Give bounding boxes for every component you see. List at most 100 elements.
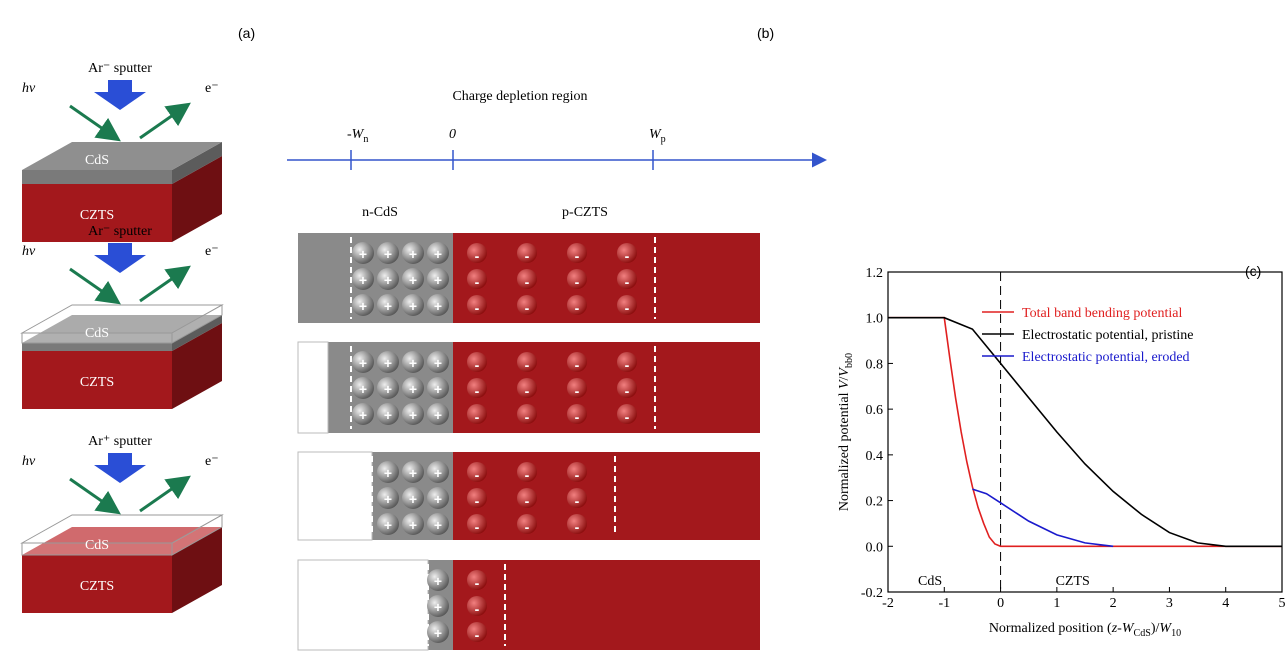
ion-sign: -: [625, 300, 630, 316]
positive-ion: [352, 377, 374, 399]
negative-ion: [617, 295, 637, 315]
annotation: CZTS: [1056, 574, 1090, 589]
czts-side: [172, 323, 222, 409]
positive-ion: [427, 403, 449, 425]
ion-sign: -: [525, 248, 530, 264]
electron-label: e⁻: [205, 454, 219, 469]
negative-ion: [517, 514, 537, 534]
electron-label: e⁻: [205, 81, 219, 96]
emitted-arrow: [139, 475, 191, 513]
x-tick-label: 1: [1053, 596, 1060, 611]
eroded-region: [297, 341, 329, 434]
positive-ion: [427, 377, 449, 399]
positive-ion: [352, 268, 374, 290]
sputter-arrow: [94, 453, 146, 483]
ion-sign: -: [475, 357, 480, 373]
negative-ion: [567, 378, 587, 398]
y-axis-label-part: V: [837, 367, 852, 377]
y-tick-label: 0.4: [866, 449, 884, 464]
negative-ion: [517, 269, 537, 289]
czts-side: [172, 156, 222, 242]
negative-ion: [467, 404, 487, 424]
layer-label: CZTS: [80, 375, 114, 390]
positive-ion: [352, 242, 374, 264]
ion-sign: -: [575, 409, 580, 425]
ion-sign: +: [409, 298, 417, 314]
ion-sign: +: [409, 355, 417, 371]
axis-tick-label: 0: [449, 127, 456, 142]
x-axis-label-part: W: [1159, 621, 1172, 636]
ion-sign: -: [575, 248, 580, 264]
x-tick-label: 4: [1222, 596, 1229, 611]
x-axis-label-part: Normalized position (: [989, 621, 1112, 636]
ion-sign: -: [625, 248, 630, 264]
ion-sign: +: [359, 246, 367, 262]
panel-label: (a): [238, 25, 255, 41]
ion-sign: +: [409, 246, 417, 262]
incident-arrow: [69, 267, 121, 305]
cds-side: [172, 142, 222, 184]
positive-ion: [402, 351, 424, 373]
cds-front: [22, 343, 172, 351]
axis-tick-label-part: p: [661, 134, 666, 145]
positive-ion: [377, 294, 399, 316]
czts-region: [453, 342, 760, 433]
ion-sign: +: [434, 407, 442, 423]
negative-ion: [567, 462, 587, 482]
negative-ion: [617, 404, 637, 424]
region-label: p-CZTS: [562, 205, 608, 220]
cds-top: [22, 142, 222, 170]
ion-sign: +: [434, 298, 442, 314]
ion-sign: +: [359, 381, 367, 397]
ion-sign: +: [409, 381, 417, 397]
negative-ion: [617, 243, 637, 263]
ion-sign: -: [575, 274, 580, 290]
negative-ion: [517, 352, 537, 372]
axis-tick-label: Wp: [649, 127, 666, 145]
incident-arrow: [69, 104, 121, 142]
ion-sign: +: [434, 355, 442, 371]
positive-ion: [402, 487, 424, 509]
y-tick-label: 1.2: [866, 266, 884, 281]
x-axis-label: Normalized position (z-WCdS)/W10: [989, 621, 1181, 639]
ion-sign: -: [475, 601, 480, 617]
layer-label: CdS: [85, 326, 109, 341]
positive-ion: [352, 351, 374, 373]
y-tick-label: 0.0: [866, 540, 884, 555]
ion-sign: -: [475, 627, 480, 643]
ion-sign: +: [384, 355, 392, 371]
x-tick-label: -1: [938, 596, 950, 611]
ion-sign: -: [475, 575, 480, 591]
negative-ion: [567, 488, 587, 508]
ion-sign: -: [525, 274, 530, 290]
czts-region: [453, 452, 760, 540]
y-tick-label: -0.2: [861, 586, 883, 601]
ion-sign: +: [434, 465, 442, 481]
ion-sign: +: [434, 599, 442, 615]
negative-ion: [617, 269, 637, 289]
x-axis-label-part: z: [1111, 621, 1118, 636]
negative-ion: [567, 352, 587, 372]
ion-sign: +: [359, 272, 367, 288]
positive-ion: [402, 268, 424, 290]
layer-label: CdS: [85, 538, 109, 553]
x-tick-label: 5: [1279, 596, 1286, 611]
ion-sign: -: [475, 409, 480, 425]
sputter-label: Ar⁻ sputter: [88, 61, 152, 76]
positive-ion: [402, 294, 424, 316]
annotation: CdS: [918, 574, 942, 589]
cds-side: [172, 315, 222, 351]
ion-sign: +: [434, 272, 442, 288]
negative-ion: [467, 269, 487, 289]
negative-ion: [517, 378, 537, 398]
ion-sign: +: [384, 272, 392, 288]
negative-ion: [617, 378, 637, 398]
electron-label: e⁻: [205, 244, 219, 259]
plot-frame: [887, 271, 1283, 593]
ion-sign: -: [575, 383, 580, 399]
ion-sign: -: [475, 274, 480, 290]
ion-sign: -: [575, 357, 580, 373]
negative-ion: [467, 295, 487, 315]
layer-label: CZTS: [80, 208, 114, 223]
